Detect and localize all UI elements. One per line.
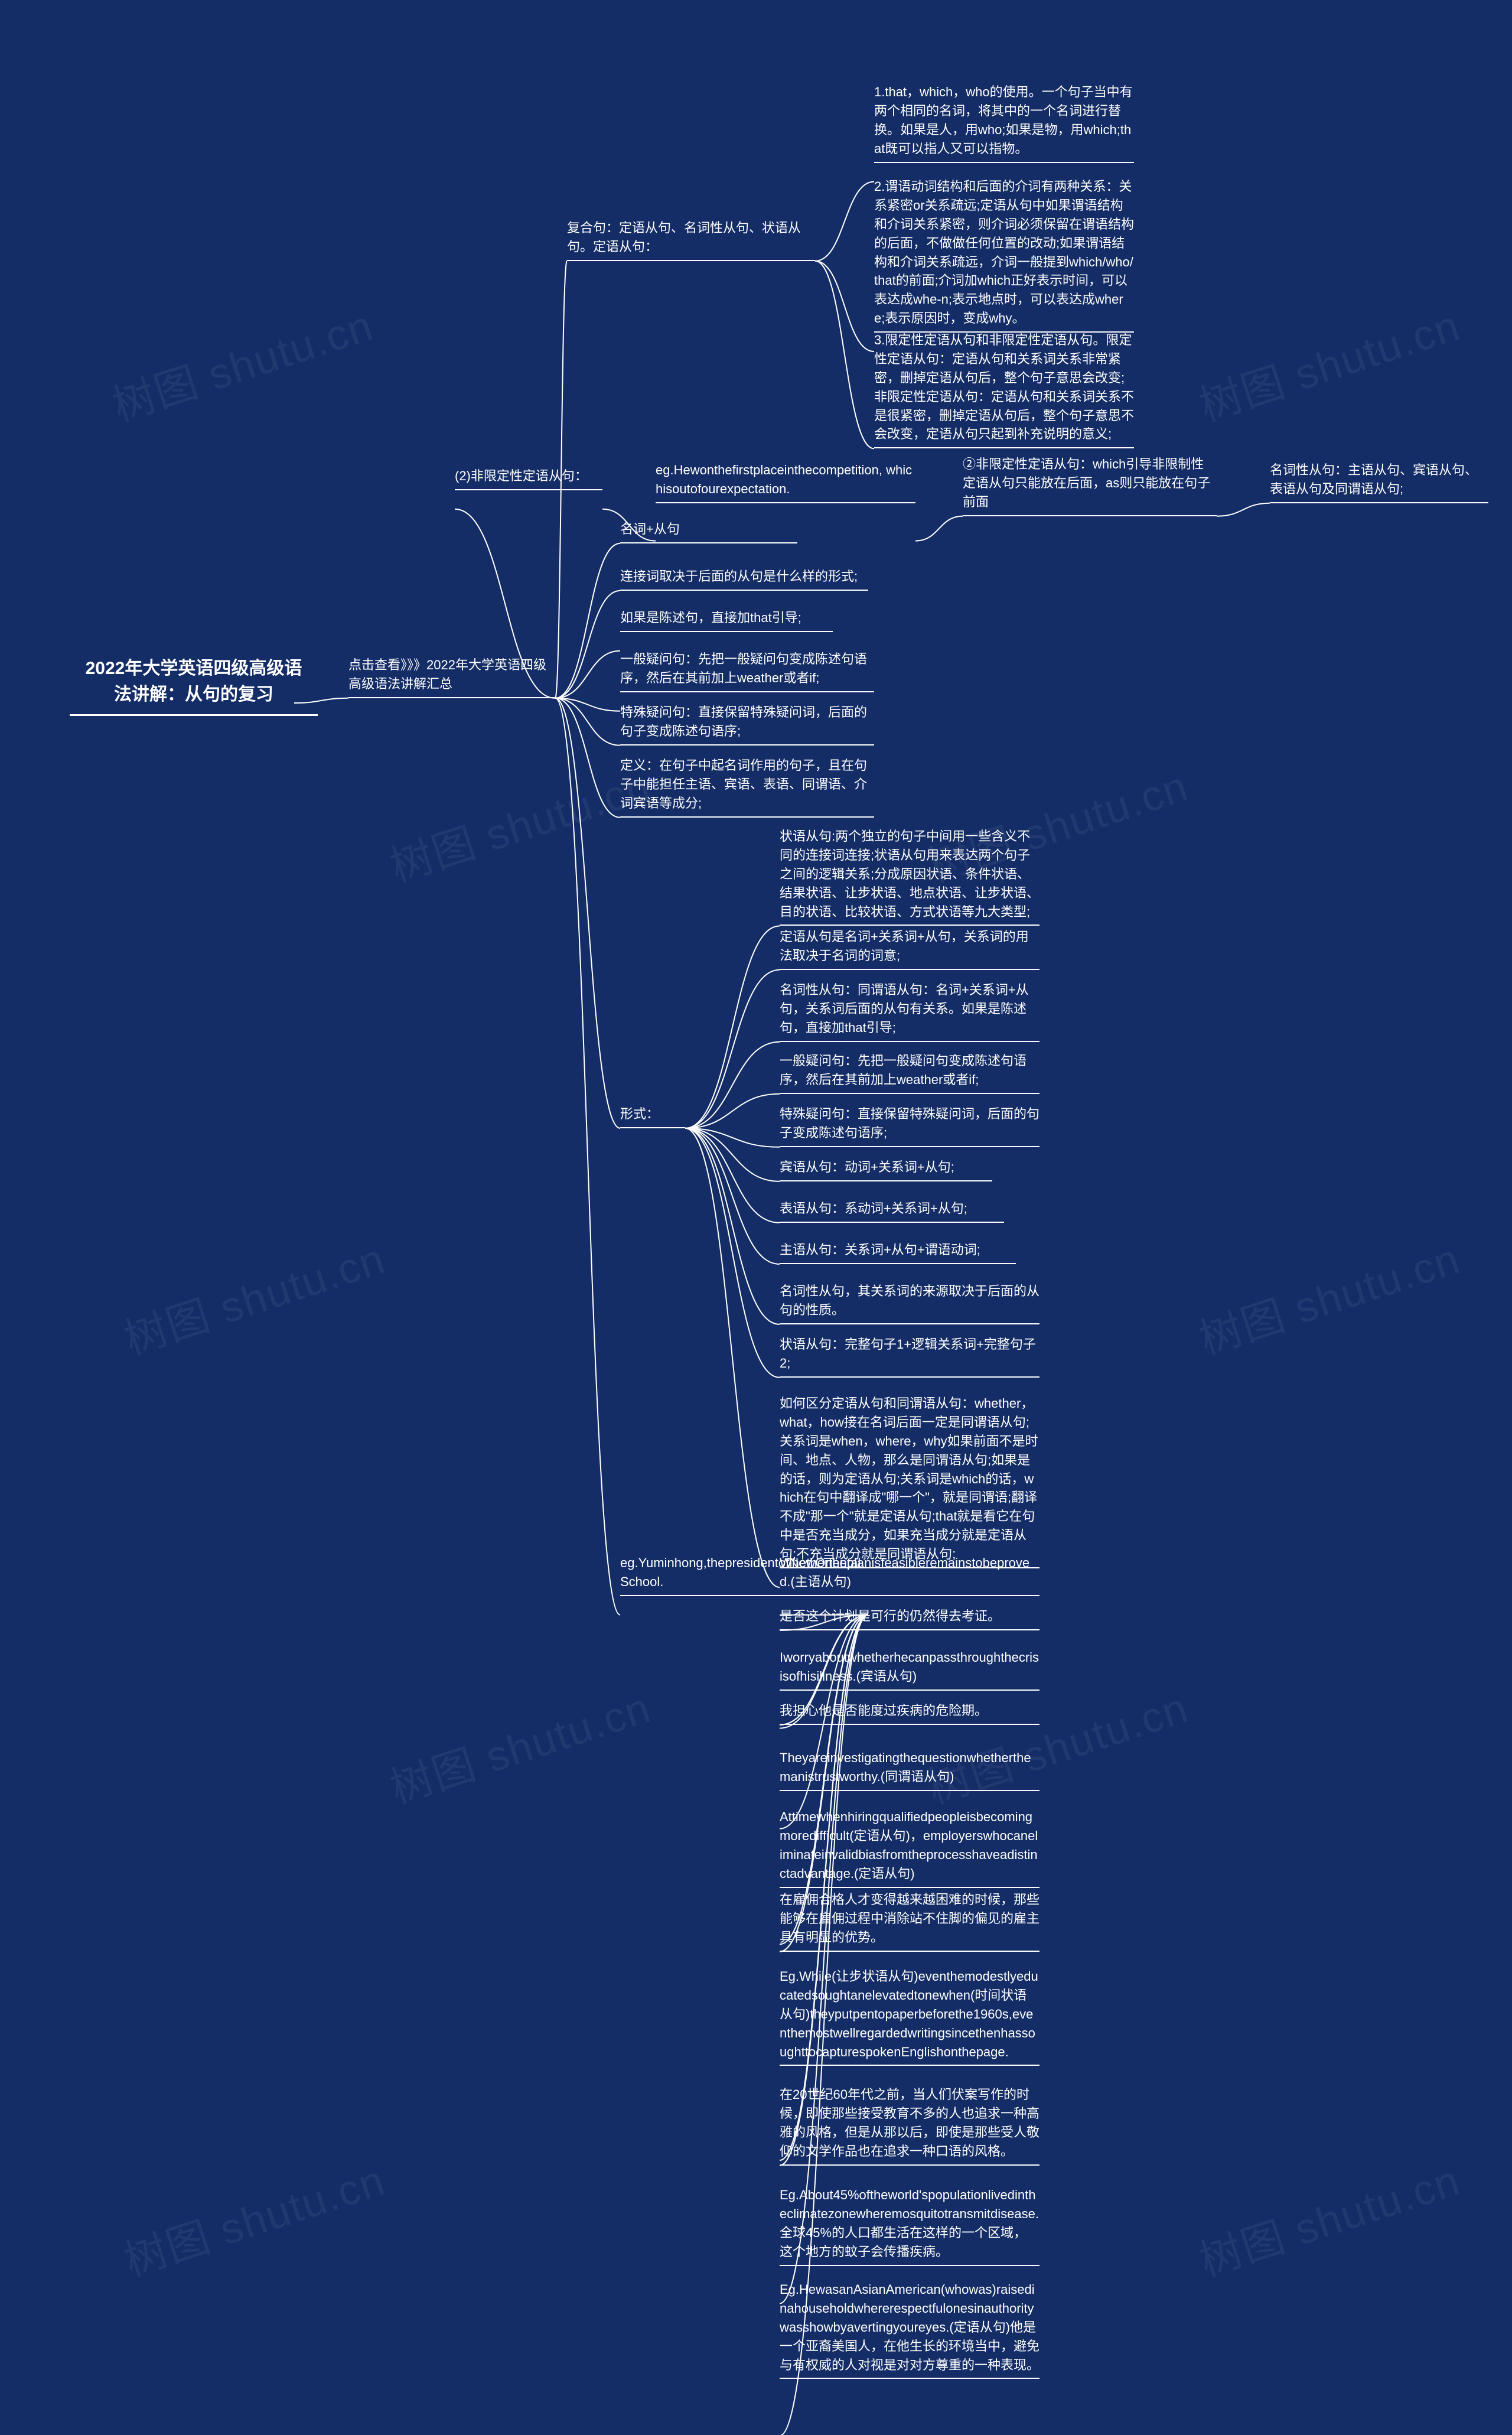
edge [1217, 503, 1270, 516]
watermark: 树图 shutu.cn [1190, 2146, 1467, 2288]
edge [685, 1128, 780, 1264]
mindmap-node: 状语从句：完整句子1+逻辑关系词+完整句子2; [780, 1335, 1040, 1378]
mindmap-node: 连接词取决于后面的从句是什么样的形式; [620, 567, 868, 591]
mindmap-node: 2.谓语动词结构和后面的介词有两种关系：关系紧密or关系疏远;定语从句中如果谓语… [874, 177, 1134, 333]
mindmap-node: 名词性从句，其关系词的来源取决于后面的从句的性质。 [780, 1282, 1040, 1324]
edge [685, 1128, 780, 1587]
mindmap-node: 特殊疑问句：直接保留特殊疑问词，后面的句子变成陈述句语序; [780, 1105, 1040, 1147]
mindmap-node: 名词性从句：主语从句、宾语从句、表语从句及同谓语从句; [1270, 461, 1488, 503]
edge [555, 698, 620, 818]
edge [555, 543, 620, 698]
edge [685, 970, 780, 1128]
mindmap-node: 表语从句：系动词+关系词+从句; [780, 1199, 1004, 1223]
watermark: 树图 shutu.cn [1190, 1224, 1467, 1366]
watermark: 树图 shutu.cn [918, 1673, 1195, 1815]
mindmap-node: Theyareinvestigatingthequestionwhetherth… [780, 1749, 1040, 1791]
mindmap-node: Eg.While(让步状语从句)eventhemodestlyeducateds… [780, 1967, 1040, 2066]
edge [685, 1128, 780, 1378]
mindmap-node: 我担心他是否能度过疾病的危险期。 [780, 1701, 1040, 1725]
mindmap-node: 如何区分定语从句和同谓语从句：whether，what，how接在名词后面一定是… [780, 1394, 1040, 1568]
mindmap-node: 名词性从句：同谓语从句：名词+关系词+从句，关系词后面的从句有关系。如果是陈述句… [780, 981, 1040, 1042]
mindmap-canvas: 树图 shutu.cn 树图 shutu.cn 树图 shutu.cn 树图 shut… [0, 0, 1512, 2435]
mindmap-node: Whethertheplanisfeasibleremainstobeprove… [780, 1554, 1040, 1596]
edge [685, 1128, 780, 1181]
watermark: 树图 shutu.cn [115, 2146, 392, 2288]
mindmap-node: 1.that，which，who的使用。一个句子当中有两个相同的名词，将其中的一… [874, 83, 1134, 163]
edge [815, 261, 874, 351]
mindmap-node: Iworryaboutwhetherhecanpassthroughthecri… [780, 1648, 1040, 1691]
edge [555, 698, 620, 1128]
edge [555, 651, 620, 698]
edge [555, 591, 620, 698]
mindmap-node: 是否这个计划是可行的仍然得去考证。 [780, 1607, 1040, 1630]
mindmap-node: Eg.HewasanAsianAmerican(whowas)raisedina… [780, 2280, 1040, 2379]
mindmap-node: 如果是陈述句，直接加that引导; [620, 608, 833, 632]
edge [555, 698, 620, 711]
edge [685, 926, 780, 1128]
mindmap-node: 名词+从句 [620, 520, 797, 543]
mindmap-node: 复合句：定语从句、名词性从句、状语从句。定语从句： [567, 219, 815, 261]
mindmap-node: 3.限定性定语从句和非限定性定语从句。限定性定语从句：定语从句和关系词关系非常紧… [874, 331, 1134, 448]
edge [685, 1128, 780, 1223]
mindmap-node: 一般疑问句：先把一般疑问句变成陈述句语序，然后在其前加上weather或者if; [780, 1052, 1040, 1094]
mindmap-node: eg.Hewonthefirstplaceinthecompetition, w… [656, 461, 915, 503]
mindmap-node: 点击查看》》》2022年大学英语四级高级语法讲解汇总 [348, 656, 555, 698]
edge [555, 698, 620, 1615]
mindmap-node: 状语从句:两个独立的句子中间用一些含义不同的连接词连接;状语从句用来表达两个句子… [780, 827, 1040, 926]
root-node: 2022年大学英语四级高级语法讲解：从句的复习 [70, 638, 318, 716]
mindmap-node: 在20世纪60年代之前，当人们伏案写作的时候，即使那些接受教育不多的人也追求一种… [780, 2085, 1040, 2166]
edge [685, 1094, 780, 1128]
edge [915, 516, 963, 541]
mindmap-node: Attimewhenhiringqualifiedpeopleisbecomin… [780, 1808, 1040, 1888]
mindmap-node: 主语从句：关系词+从句+谓语动词; [780, 1241, 1016, 1264]
edge [685, 1042, 780, 1128]
mindmap-node: Eg.About45%oftheworld'spopulationlivedin… [780, 2186, 1040, 2266]
edge [685, 1128, 780, 1324]
watermark: 树图 shutu.cn [381, 1673, 657, 1815]
edge [815, 182, 874, 261]
watermark: 树图 shutu.cn [103, 291, 380, 433]
mindmap-node: 特殊疑问句：直接保留特殊疑问词，后面的句子变成陈述句语序; [620, 703, 874, 746]
watermark: 树图 shutu.cn [1190, 291, 1467, 433]
mindmap-node: 定语从句是名词+关系词+从句，关系词的用法取决于名词的词意; [780, 927, 1040, 970]
watermark: 树图 shutu.cn [381, 751, 657, 894]
edge [555, 698, 620, 746]
mindmap-node: ②非限定性定语从句：which引导非限制性定语从句只能放在后面，as则只能放在句… [963, 455, 1217, 516]
mindmap-node: 宾语从句：动词+关系词+从句; [780, 1158, 992, 1181]
mindmap-node: 定义：在句子中起名词作用的句子，且在句子中能担任主语、宾语、表语、同谓语、介词宾… [620, 756, 874, 818]
mindmap-node: 一般疑问句：先把一般疑问句变成陈述句语序，然后在其前加上weather或者if; [620, 650, 874, 692]
mindmap-node: (2)非限定性定语从句： [455, 467, 602, 490]
edge [815, 261, 874, 449]
mindmap-node: 在雇佣合格人才变得越来越困难的时候，那些能够在雇佣过程中消除站不住脚的偏见的雇主… [780, 1890, 1040, 1952]
watermark: 树图 shutu.cn [115, 1224, 392, 1366]
edge-layer [0, 0, 1512, 2435]
mindmap-node: 形式： [620, 1105, 685, 1128]
edge [685, 1128, 780, 1147]
